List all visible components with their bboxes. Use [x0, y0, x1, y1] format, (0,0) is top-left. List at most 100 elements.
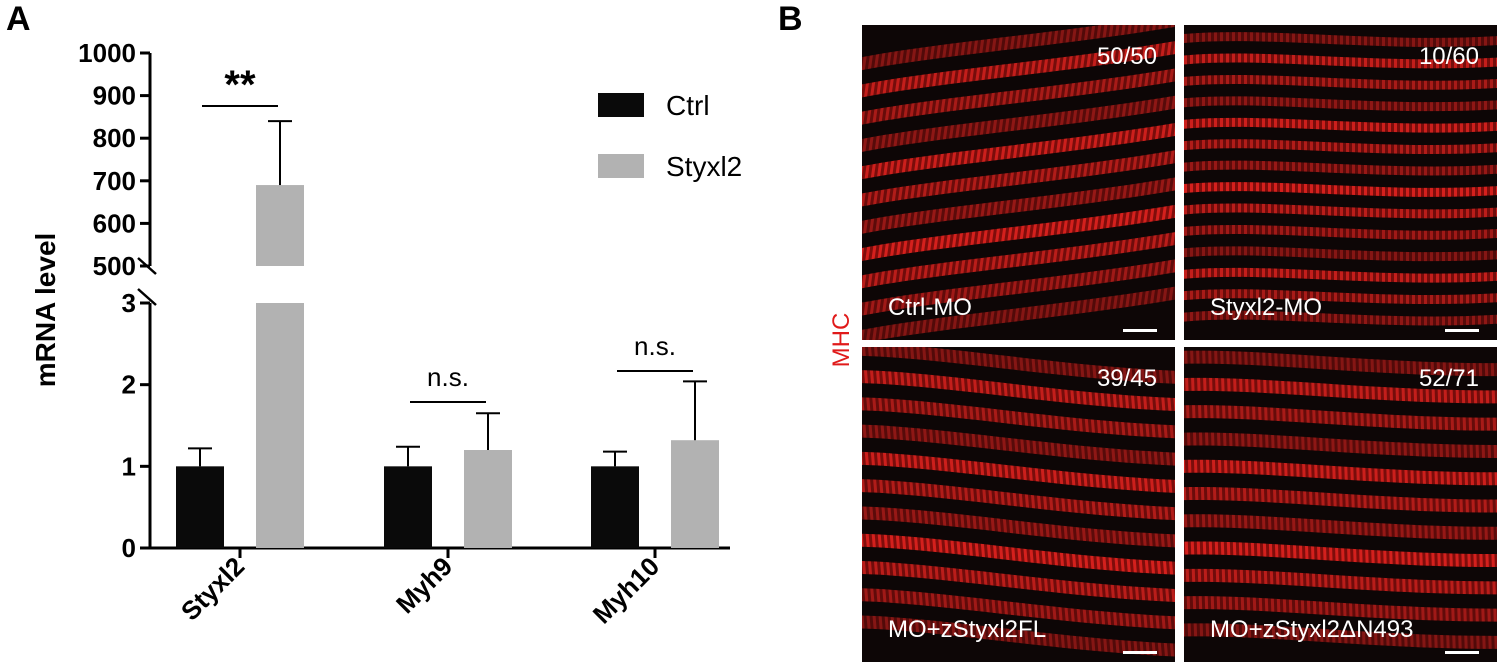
muscle-fiber — [862, 122, 1175, 180]
muscle-fiber — [862, 150, 1175, 207]
micro-label: Ctrl-MO — [888, 294, 972, 321]
legend-swatch — [598, 93, 644, 117]
y-tick-label: 600 — [93, 208, 136, 238]
panel-a-letter: A — [6, 0, 31, 38]
muscle-fiber — [1184, 377, 1497, 404]
muscle-fiber — [862, 506, 1175, 548]
muscle-fiber — [862, 347, 1175, 384]
scale-bar — [1445, 651, 1479, 654]
muscle-fiber — [862, 204, 1175, 262]
bar-chart: 0 1 2 3 500 600 700 800 900 1000 mRNA level Styxl2 *… — [30, 38, 742, 629]
bar-ctrl — [176, 466, 224, 548]
micro-panel-1: 50/50 Ctrl-MO — [862, 25, 1175, 340]
axis-break-mark — [137, 288, 157, 306]
bar-styxl2-upper — [256, 185, 304, 266]
micro-label: Styxl2-MO — [1210, 294, 1323, 321]
muscle-fiber — [1184, 405, 1497, 431]
micro-count: 50/50 — [1096, 43, 1157, 70]
y-tick-label: 0 — [122, 533, 136, 563]
significance-label: n.s. — [427, 362, 469, 392]
x-tick-label: Myh10 — [587, 551, 665, 629]
muscle-fiber — [1184, 139, 1497, 155]
y-tick-label: 1 — [122, 451, 136, 481]
muscle-fiber — [1184, 568, 1497, 595]
y-tick-label: 900 — [93, 81, 136, 111]
stain-label-container: MHC — [822, 300, 862, 380]
legend-label: Styxl2 — [666, 151, 742, 182]
micrograph-ctrl-mo — [862, 25, 1175, 340]
y-axis-label: mRNA level — [30, 233, 61, 388]
muscle-fiber — [1184, 32, 1497, 47]
muscle-fiber — [862, 177, 1175, 234]
micro-panel-2: 10/60 Styxl2-MO — [1184, 25, 1497, 340]
micro-label: MO+zStyxl2ΔN493 — [1210, 616, 1414, 643]
y-tick-label: 800 — [93, 123, 136, 153]
muscle-fiber — [1184, 350, 1497, 377]
micro-label: MO+zStyxl2FL — [888, 616, 1047, 643]
bar-styxl2-lower — [256, 303, 304, 548]
micro-panel-3: 39/45 MO+zStyxl2FL — [862, 347, 1175, 662]
muscle-fiber — [1184, 289, 1497, 305]
muscle-fiber — [862, 41, 1175, 98]
significance-label: ** — [224, 63, 256, 107]
bar-ctrl — [591, 466, 639, 548]
muscle-fiber — [862, 232, 1175, 289]
muscle-fiber — [862, 370, 1175, 412]
muscle-fiber — [862, 286, 1175, 340]
muscle-fiber — [1184, 117, 1497, 133]
muscle-fiber — [1184, 224, 1497, 240]
muscle-fiber — [862, 68, 1175, 125]
micro-count: 52/71 — [1418, 365, 1479, 392]
scale-bar — [1123, 651, 1157, 654]
scale-bar — [1445, 329, 1479, 332]
muscle-fiber — [1184, 459, 1497, 486]
muscle-fiber — [1184, 182, 1497, 197]
micro-count: 10/60 — [1418, 43, 1479, 70]
muscle-fiber — [862, 561, 1175, 602]
muscle-fiber — [1184, 53, 1497, 69]
muscle-fiber — [1184, 160, 1497, 176]
bar-styxl2 — [464, 450, 512, 548]
micrograph-mo-fl — [862, 347, 1175, 657]
muscle-fiber — [1184, 432, 1497, 458]
muscle-fiber — [862, 95, 1175, 152]
muscle-fiber — [862, 588, 1175, 630]
x-tick-label: Myh9 — [390, 551, 458, 619]
muscle-fiber — [862, 25, 1175, 71]
micrograph-mo-dn493 — [1184, 350, 1497, 649]
y-tick-label: 2 — [122, 370, 136, 400]
muscle-fiber — [1184, 514, 1497, 540]
y-tick-label: 3 — [122, 288, 136, 318]
micrograph-styxl2-mo — [1184, 32, 1497, 326]
legend-swatch — [598, 154, 644, 178]
muscle-fiber — [1184, 246, 1497, 262]
muscle-fiber — [1184, 96, 1497, 112]
bar-styxl2 — [671, 440, 719, 548]
muscle-fiber — [1184, 267, 1497, 283]
micro-panel-4: 52/71 MO+zStyxl2ΔN493 — [1184, 347, 1497, 662]
muscle-fiber — [1184, 596, 1497, 622]
muscle-fiber — [1184, 203, 1497, 219]
legend-label: Ctrl — [666, 90, 710, 121]
muscle-fiber — [862, 451, 1175, 493]
x-tick-label: Styxl2 — [175, 551, 250, 626]
muscle-fiber — [862, 259, 1175, 316]
muscle-fiber — [1184, 487, 1497, 513]
muscle-fiber — [862, 397, 1175, 439]
muscle-fiber — [1184, 310, 1497, 326]
scale-bar — [1123, 329, 1157, 332]
panel-b-letter: B — [778, 0, 803, 38]
y-tick-label: 1000 — [78, 38, 136, 68]
muscle-fiber — [862, 424, 1175, 466]
y-tick-label: 700 — [93, 166, 136, 196]
significance-label: n.s. — [634, 331, 676, 361]
y-tick-label: 500 — [93, 251, 136, 281]
muscle-fiber — [862, 533, 1175, 575]
muscle-fiber — [1184, 541, 1497, 568]
muscle-fiber — [862, 615, 1175, 657]
muscle-fiber — [1184, 623, 1497, 649]
bar-ctrl — [384, 466, 432, 548]
stain-label: MHC — [828, 312, 855, 368]
muscle-fiber — [862, 479, 1175, 521]
muscle-fiber — [1184, 74, 1497, 90]
